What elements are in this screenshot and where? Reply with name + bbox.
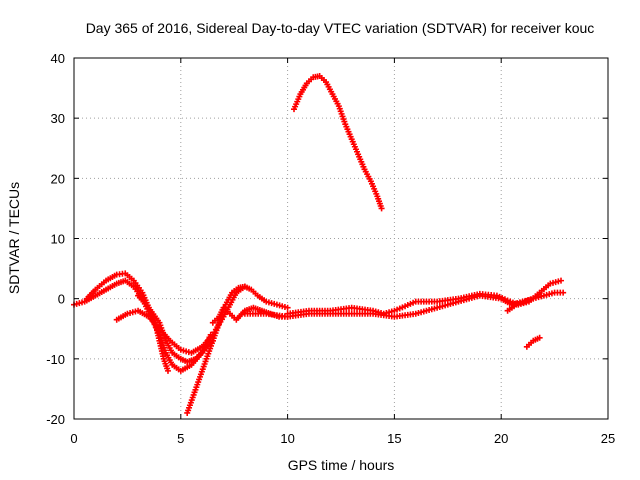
series-track-i	[291, 73, 385, 212]
data-point	[560, 289, 567, 296]
series-track-e	[135, 292, 216, 365]
series-track-h	[284, 277, 565, 317]
x-tick-label: 20	[494, 431, 508, 446]
chart-title: Day 365 of 2016, Sidereal Day-to-day VTE…	[86, 20, 595, 36]
series-track-k	[523, 334, 543, 350]
data-point	[536, 334, 543, 341]
series-track-j	[504, 295, 537, 314]
y-tick-label: 40	[51, 51, 65, 66]
data-point	[530, 295, 537, 302]
y-axis-title: SDTVAR / TECUs	[6, 182, 22, 294]
x-tick-label: 15	[387, 431, 401, 446]
y-tick-label: 20	[51, 171, 65, 186]
y-tick-label: 10	[51, 232, 65, 247]
x-tick-label: 25	[601, 431, 615, 446]
x-axis-title: GPS time / hours	[288, 457, 395, 473]
data-point	[378, 205, 385, 212]
y-tick-label: -20	[46, 412, 65, 427]
data-point	[209, 337, 216, 344]
data-point	[164, 367, 171, 374]
y-tick-label: -10	[46, 352, 65, 367]
x-tick-label: 0	[70, 431, 77, 446]
data-layer	[71, 73, 567, 416]
y-tick-label: 0	[58, 292, 65, 307]
x-tick-label: 5	[177, 431, 184, 446]
data-point	[558, 277, 565, 284]
x-tick-label: 10	[280, 431, 294, 446]
y-tick-label: 30	[51, 111, 65, 126]
data-point	[284, 304, 291, 311]
ticks: 0 5 10 15 20 25 -20 -10 0 10 20 30 40	[46, 51, 615, 446]
